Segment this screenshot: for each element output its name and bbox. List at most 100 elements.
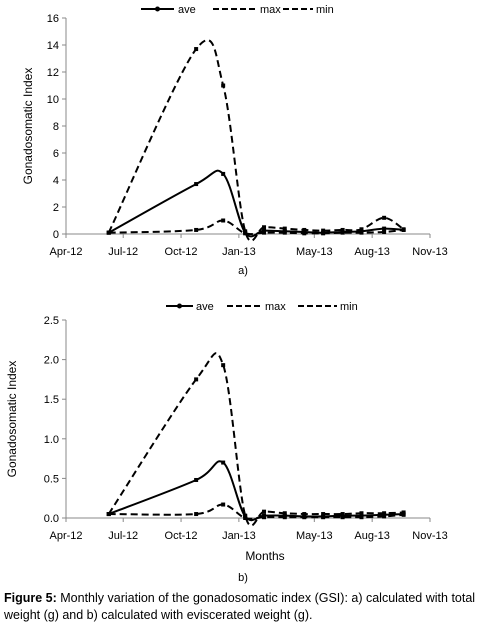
y-tick-label: 2.0	[44, 355, 59, 367]
x-tick-label: Nov-13	[412, 530, 447, 542]
data-point	[194, 47, 199, 52]
y-tick-label: 2	[53, 202, 59, 214]
y-tick-label: 0	[53, 229, 59, 241]
legend-marker-ave	[177, 303, 182, 309]
data-point	[321, 228, 326, 233]
x-tick-label: Oct-12	[165, 530, 198, 542]
data-point	[321, 515, 326, 520]
data-point	[340, 512, 345, 517]
chart-panel-b: 0.0 0.5 1.0 1.5 2.0 2.5 Apr-12 Jul-12 Oct-12 Jan-…	[5, 301, 448, 584]
data-point	[340, 230, 345, 235]
series-line-min	[108, 219, 404, 236]
data-point	[302, 231, 307, 236]
y-axis-title: Gonadosomatic Index	[5, 361, 19, 478]
data-point	[243, 229, 248, 234]
data-point	[243, 516, 248, 520]
data-point	[321, 231, 326, 236]
data-point	[106, 230, 111, 235]
series-line-max	[107, 39, 405, 242]
data-point	[321, 512, 326, 517]
data-point	[282, 226, 287, 231]
data-point	[359, 511, 364, 516]
series-line-min	[108, 503, 404, 520]
chart-panel-a: 0 2 4 6 8 10 12 14 16 Apr-12 Jul-12 Oct-12 Jan-13 May…	[21, 4, 448, 277]
y-tick-label: 12	[47, 67, 59, 79]
y-tick-label: 0.5	[44, 473, 59, 485]
data-point	[221, 218, 226, 223]
series-max	[106, 39, 406, 242]
x-tick-label: Jul-12	[108, 246, 138, 258]
y-tick-label: 1.5	[44, 394, 59, 406]
data-point	[401, 510, 406, 515]
data-point	[401, 227, 406, 232]
y-tick-label: 4	[53, 175, 59, 187]
data-point	[194, 377, 199, 382]
y-tick-label: 2.5	[44, 315, 59, 327]
y-tick-label: 0.0	[44, 513, 59, 525]
legend-marker-ave	[155, 6, 160, 12]
data-point	[243, 513, 248, 518]
data-point	[221, 460, 226, 465]
data-point	[221, 83, 226, 88]
data-point	[401, 512, 406, 517]
legend-label-max: max	[265, 301, 286, 313]
data-point	[262, 230, 267, 235]
y-axis-title: Gonadosomatic Index	[21, 68, 35, 185]
x-tick-label: Nov-13	[412, 246, 447, 258]
data-point	[262, 225, 267, 230]
data-point	[382, 229, 387, 234]
data-point	[194, 227, 199, 232]
data-point	[221, 363, 226, 368]
x-tick-label: May-13	[296, 530, 333, 542]
data-point	[302, 515, 307, 520]
data-point	[359, 230, 364, 235]
legend-label-min: min	[340, 301, 358, 313]
data-point	[382, 226, 387, 231]
legend-label-max: max	[260, 4, 281, 16]
series-line-ave	[108, 460, 404, 522]
series-ave	[106, 169, 406, 238]
data-point	[194, 477, 199, 482]
x-tick-label: Apr-12	[49, 530, 82, 542]
y-tick-label: 10	[47, 94, 59, 106]
figure-caption: Figure 5: Monthly variation of the gonad…	[4, 590, 482, 624]
series-max	[106, 352, 406, 527]
x-tick-label: Jul-12	[108, 530, 138, 542]
panel-label: b)	[238, 572, 248, 584]
data-point	[194, 512, 199, 517]
data-point	[194, 182, 199, 187]
caption-text: Monthly variation of the gonadosomatic i…	[4, 591, 476, 622]
y-tick-label: 14	[47, 40, 59, 52]
data-point	[221, 171, 226, 176]
data-point	[382, 215, 387, 220]
series-line-ave	[108, 169, 404, 238]
x-tick-label: Aug-13	[354, 530, 389, 542]
y-tick-label: 6	[53, 148, 59, 160]
data-point	[282, 515, 287, 520]
data-point	[382, 511, 387, 516]
legend-label-ave: ave	[178, 4, 196, 16]
data-point	[262, 515, 267, 520]
data-point	[106, 512, 111, 517]
data-point	[262, 228, 267, 233]
data-point	[302, 227, 307, 232]
y-tick-label: 1.0	[44, 434, 59, 446]
series-min	[106, 218, 406, 236]
data-point	[221, 502, 226, 507]
x-tick-label: Aug-13	[354, 246, 389, 258]
data-point	[282, 511, 287, 516]
data-point	[340, 227, 345, 232]
data-point	[382, 514, 387, 519]
data-point	[282, 230, 287, 235]
x-tick-label: May-13	[296, 246, 333, 258]
data-point	[262, 509, 267, 514]
series-min	[106, 502, 406, 520]
x-tick-label: Jan-13	[222, 246, 256, 258]
data-point	[243, 231, 248, 236]
series-line-max	[107, 352, 404, 527]
caption-label: Figure 5:	[4, 591, 57, 605]
data-point	[359, 227, 364, 232]
x-axis-title: Months	[245, 549, 284, 563]
x-tick-label: Oct-12	[165, 246, 198, 258]
